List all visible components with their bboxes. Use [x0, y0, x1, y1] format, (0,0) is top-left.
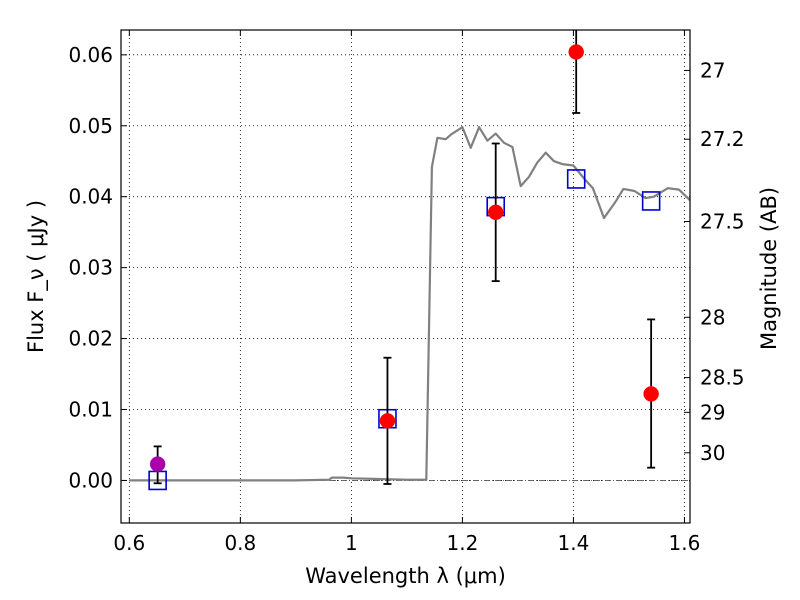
magnitude-tick-label: 29	[700, 400, 725, 424]
observed-flux-point	[643, 386, 659, 402]
x-tick-label: 1	[345, 531, 358, 555]
y-tick-label: 0.00	[68, 468, 113, 492]
magnitude-axis-label: Magnitude (AB)	[757, 187, 781, 350]
magnitude-tick-label: 27	[700, 58, 725, 82]
magnitude-tick-label: 28	[700, 305, 725, 329]
observed-flux-point	[149, 456, 166, 472]
x-axis-label: Wavelength λ (μm)	[305, 564, 506, 588]
y-tick-label: 0.06	[68, 43, 113, 67]
magnitude-tick-label: 28.5	[700, 366, 745, 390]
y-tick-label: 0.02	[68, 327, 113, 351]
x-tick-label: 1.6	[669, 531, 701, 555]
y-tick-label: 0.01	[68, 398, 113, 422]
model-flux-square	[566, 169, 586, 189]
plot-area	[121, 30, 690, 491]
x-tick-label: 0.8	[224, 531, 256, 555]
y-tick-label: 0.04	[68, 185, 113, 209]
x-ticks: 0.6 0.8 1 1.2 1.4 1.6	[113, 30, 700, 555]
x-tick-label: 1.4	[558, 531, 590, 555]
observed-flux-point	[487, 204, 504, 221]
plot-frame	[120, 29, 691, 524]
observed-flux-point	[568, 44, 584, 60]
plot-content	[121, 30, 690, 491]
x-tick-label: 1.2	[446, 531, 478, 555]
y-ticks: 0.00 0.01 0.02 0.03 0.04 0.05 0.06	[68, 43, 127, 492]
y-tick-label: 0.03	[68, 256, 113, 280]
grid	[121, 30, 690, 523]
magnitude-ticks: 27 27.2 27.5 28 28.5 29 30	[684, 58, 745, 465]
magnitude-tick-label: 27.2	[700, 127, 745, 151]
y-axis-label: Flux F_ν ( μJy )	[24, 200, 49, 353]
magnitude-tick-label: 27.5	[700, 210, 745, 234]
magnitude-tick-label: 30	[700, 441, 725, 465]
observed-flux-point	[379, 413, 396, 429]
x-tick-label: 0.6	[113, 531, 145, 555]
sed-model-line	[129, 126, 690, 482]
y-tick-label: 0.05	[68, 114, 113, 138]
model-flux-square	[641, 191, 661, 211]
